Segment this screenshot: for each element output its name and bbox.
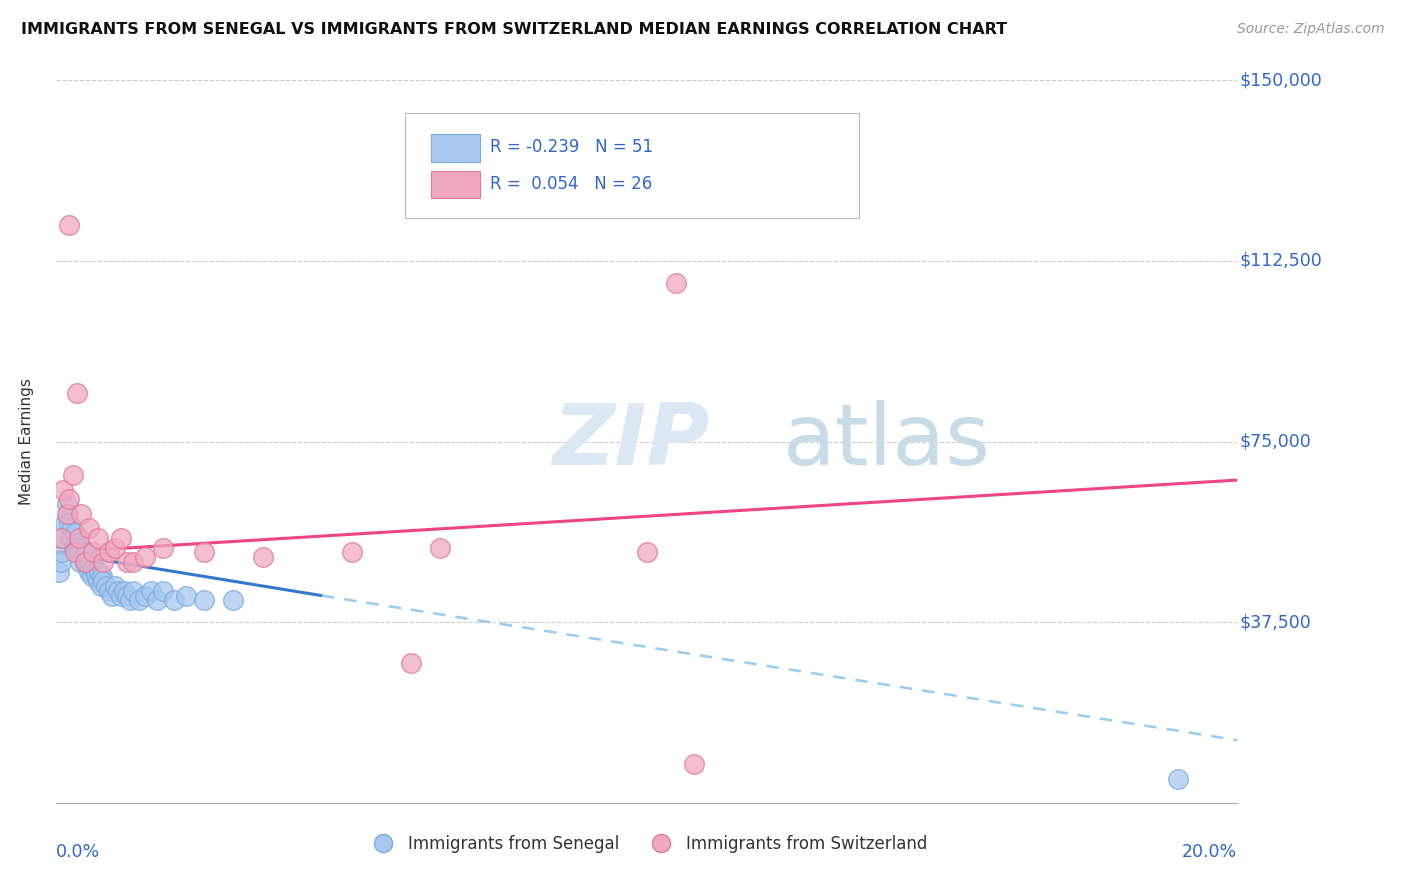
Point [110, 589, 132, 603]
Point [110, 531, 132, 545]
Point [120, 593, 141, 607]
Point [80, 569, 103, 583]
Point [56, 497, 79, 511]
Bar [430, 135, 481, 162]
Point [174, 589, 197, 603]
Point [49, 555, 72, 569]
Point [60, 521, 83, 535]
Text: $112,500: $112,500 [1240, 252, 1323, 270]
Point [636, 545, 658, 559]
Point [82, 545, 104, 559]
Text: 0.0%: 0.0% [56, 843, 100, 861]
Point [75, 545, 97, 559]
FancyBboxPatch shape [405, 112, 859, 218]
Point [222, 593, 245, 607]
Point [90, 579, 111, 593]
Point [56, 507, 79, 521]
Text: ZIP: ZIP [553, 400, 710, 483]
Point [73, 555, 96, 569]
Point [122, 555, 145, 569]
Legend: Immigrants from Senegal, Immigrants from Switzerland: Immigrants from Senegal, Immigrants from… [360, 828, 934, 860]
Point [52, 483, 75, 497]
Point [152, 583, 174, 598]
Text: Median Earnings: Median Earnings [20, 378, 34, 505]
Point [134, 550, 156, 565]
Point [193, 593, 215, 607]
Text: atlas: atlas [783, 400, 991, 483]
Point [83, 565, 105, 579]
Text: $37,500: $37,500 [1240, 613, 1312, 632]
Point [122, 583, 145, 598]
Point [93, 555, 115, 569]
Point [107, 583, 129, 598]
Point [152, 541, 174, 555]
Point [59, 531, 82, 545]
Point [56, 507, 79, 521]
Point [91, 569, 114, 583]
Point [340, 545, 363, 559]
Text: 20.0%: 20.0% [1182, 843, 1237, 861]
Point [66, 386, 89, 401]
Point [63, 545, 86, 559]
Point [104, 579, 127, 593]
Point [86, 569, 108, 583]
Point [104, 541, 127, 555]
Point [53, 516, 76, 531]
Point [86, 531, 108, 545]
Point [665, 276, 688, 290]
Point [96, 579, 118, 593]
Point [70, 507, 93, 521]
Point [58, 492, 80, 507]
Point [63, 526, 86, 541]
Text: R =  0.054   N = 26: R = 0.054 N = 26 [489, 175, 652, 193]
Text: Source: ZipAtlas.com: Source: ZipAtlas.com [1237, 22, 1385, 37]
Point [86, 574, 108, 589]
Point [48, 565, 70, 579]
Point [98, 583, 121, 598]
Point [134, 589, 156, 603]
Point [51, 545, 73, 559]
Point [58, 516, 80, 531]
Point [128, 593, 150, 607]
Point [73, 555, 96, 569]
Point [69, 555, 91, 569]
Point [49, 531, 72, 545]
Point [1167, 772, 1189, 786]
Point [63, 541, 86, 555]
Text: R = -0.239   N = 51: R = -0.239 N = 51 [489, 138, 652, 156]
Point [79, 555, 101, 569]
Point [139, 583, 162, 598]
Point [66, 535, 89, 549]
Point [163, 593, 186, 607]
Point [252, 550, 274, 565]
Point [101, 589, 124, 603]
Point [67, 531, 90, 545]
Point [115, 555, 138, 569]
Point [58, 218, 80, 232]
Point [145, 593, 167, 607]
Point [399, 656, 422, 670]
Point [72, 550, 94, 565]
Point [77, 565, 100, 579]
Point [62, 468, 84, 483]
Text: IMMIGRANTS FROM SENEGAL VS IMMIGRANTS FROM SWITZERLAND MEDIAN EARNINGS CORRELATI: IMMIGRANTS FROM SENEGAL VS IMMIGRANTS FR… [21, 22, 1007, 37]
Point [429, 541, 451, 555]
Point [112, 583, 135, 598]
Point [82, 559, 104, 574]
Point [52, 531, 75, 545]
Point [67, 545, 90, 559]
Point [98, 545, 121, 559]
Point [193, 545, 215, 559]
Point [76, 559, 98, 574]
Point [115, 589, 138, 603]
Text: $150,000: $150,000 [1240, 71, 1323, 89]
Text: $75,000: $75,000 [1240, 433, 1312, 450]
Point [70, 541, 93, 555]
Point [77, 521, 100, 535]
Bar [430, 170, 481, 198]
Point [683, 757, 706, 772]
Point [87, 565, 110, 579]
Point [93, 574, 115, 589]
